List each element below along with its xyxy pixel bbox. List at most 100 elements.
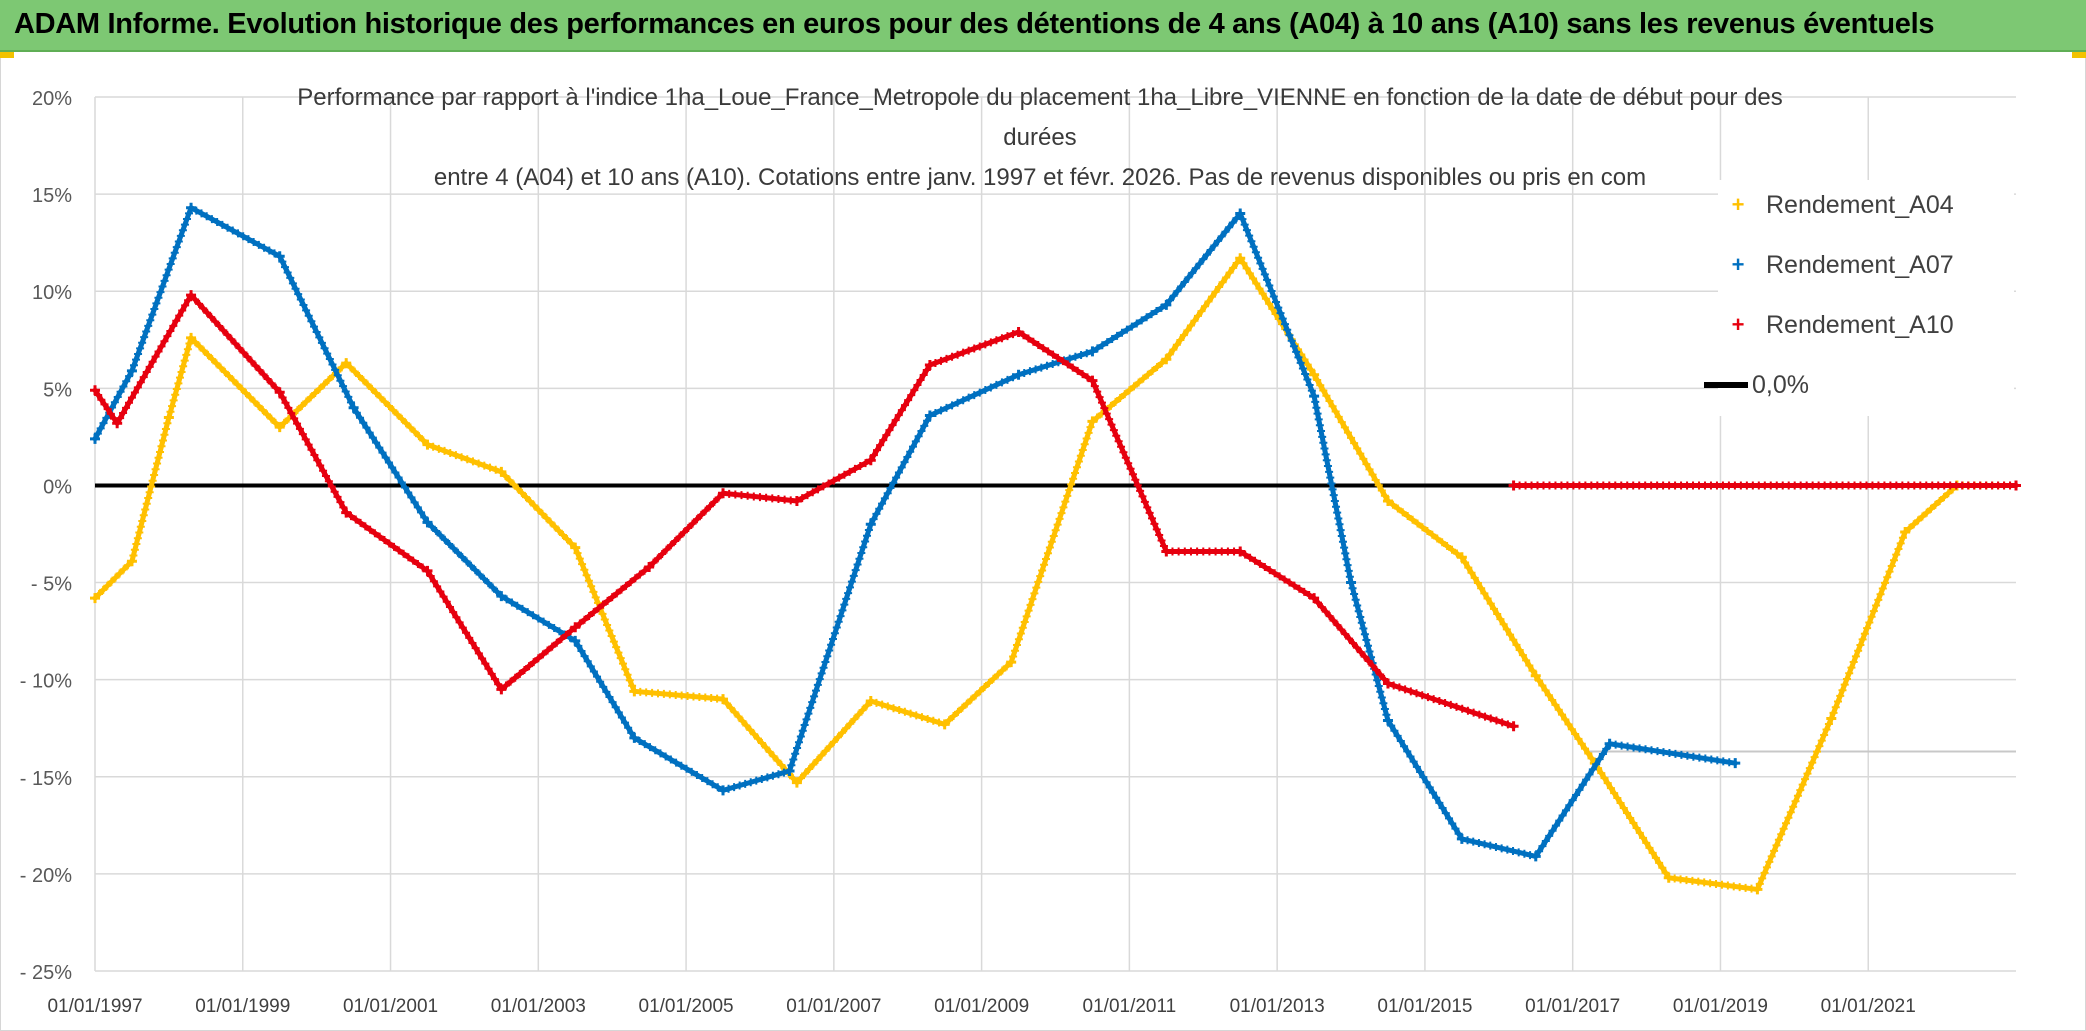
x-tick-label: 01/01/1997 [47,996,142,1017]
series-a04-point [1752,884,1763,895]
series-a04-point [163,412,174,423]
x-tick-label: 01/01/2009 [934,996,1029,1017]
series-a07-point [1530,851,1541,862]
y-tick-label: 20% [32,88,72,110]
series-a10-point [1087,375,1098,386]
series-a04-point [186,332,197,343]
series-a07-point [1730,758,1741,769]
legend-label-zero: 0,0% [1752,370,1809,399]
legend-item-a04: + Rendement_A04 [1722,185,1954,225]
series-a07-markers [91,203,1740,861]
legend-line-zero [1704,382,1748,388]
series-a10-point [791,495,802,506]
legend-item-a07: + Rendement_A07 [1722,245,1954,285]
chart-title-line-2: durées [1003,124,1077,151]
series-a07-point [570,635,581,646]
series-a07-point [1346,577,1357,588]
x-tick-label: 01/01/2007 [786,996,881,1017]
series-a04-point [865,696,876,707]
legend-label-a04: Rendement_A04 [1766,190,1954,219]
banner: ADAM Informe. Evolution historique des p… [0,0,2086,52]
series-a04-point [1006,657,1017,668]
series-a04-point [718,694,729,705]
series-a04-point [939,719,950,730]
series-a10-point [1382,678,1393,689]
series-a04-point [1382,495,1393,506]
series-a07-point [496,591,507,602]
series-a10-point [718,488,729,499]
series-a07-point [422,517,433,528]
x-tick-label: 01/01/2013 [1230,996,1325,1017]
series-a07-point [1161,299,1172,310]
series-a07-point [348,402,359,413]
y-tick-label: 15% [32,185,72,207]
series-a04-point [1826,713,1837,724]
x-tick-label: 01/01/2015 [1377,996,1472,1017]
series-a04-point [1900,527,1911,538]
series-a04-point [1530,670,1541,681]
y-tick-label: - 5% [31,574,72,596]
series-a04-point [126,556,137,567]
legend-item-zero: 0,0% [1704,365,1809,405]
y-tick-label: 10% [32,282,72,304]
series-a10-point [1508,721,1519,732]
series-a07-point [90,433,100,444]
y-tick-label: - 20% [20,865,72,887]
series-a07-point [1456,833,1467,844]
x-tick-label: 01/01/2011 [1083,996,1177,1017]
series-a10-point [1013,327,1024,338]
corner-mark-left [0,52,14,58]
x-tick-label: 01/01/2021 [1821,996,1916,1017]
series-a04-point [1456,552,1467,563]
series-a04-point [791,777,802,788]
series-a04-point [1161,354,1172,365]
series-a10-point [186,290,197,301]
series-a10-point [1309,593,1320,604]
series-a10-point [644,562,655,573]
series-a07-point [1013,369,1024,380]
series-a10-point [865,455,876,466]
series-a04-point [1087,416,1098,427]
series-a07-point [1235,208,1246,219]
legend-marker-a10: + [1731,312,1745,337]
x-tick-label: 01/01/2017 [1525,996,1620,1017]
series-a10-point [274,387,285,398]
series-a07-point [1087,346,1098,357]
y-tick-label: - 15% [20,768,72,790]
chart-title: Performance par rapport à l'indice 1ha_L… [230,78,1850,198]
banner-title: ADAM Informe. Evolution historique des p… [14,8,1935,40]
series-a10-point [341,507,352,518]
y-tick-label: - 10% [20,671,72,693]
series-a04-point [1663,872,1674,883]
series-a04-point [341,358,352,369]
legend-label-a07: Rendement_A07 [1766,250,1954,279]
series-a10-zero-markers [1509,481,2020,490]
corner-mark-right [2072,52,2086,58]
legend-marker-a04: + [1731,192,1745,217]
legend-marker-a07: + [1731,252,1745,277]
series-a04-point [274,422,285,433]
series-a10-zero-point [2011,480,2021,491]
series-a10-zero-point [1508,480,1519,491]
series-a10-point [570,622,581,633]
x-tick-label: 01/01/2003 [491,996,586,1017]
series-a04-point [1309,369,1320,380]
series-a10-point [924,360,935,371]
y-tick-label: 5% [43,379,72,401]
series-a07-point [126,365,137,376]
chart-title-line-1: Performance par rapport à l'indice 1ha_L… [297,84,1783,111]
series-a04-point [90,593,100,604]
series-a07-point [1382,715,1393,726]
series-a04-point [629,686,640,697]
series-a07-point [1309,391,1320,402]
series-a07-point [784,765,795,776]
x-tick-label: 01/01/2001 [343,996,438,1017]
series-a04-point [496,466,507,477]
series-a07-point [186,202,197,213]
series-a10-point [1161,546,1172,557]
series-a10-point [90,385,100,396]
series-a10-point [112,418,123,429]
series-a07-point [1604,738,1615,749]
series-a10-point [422,565,433,576]
